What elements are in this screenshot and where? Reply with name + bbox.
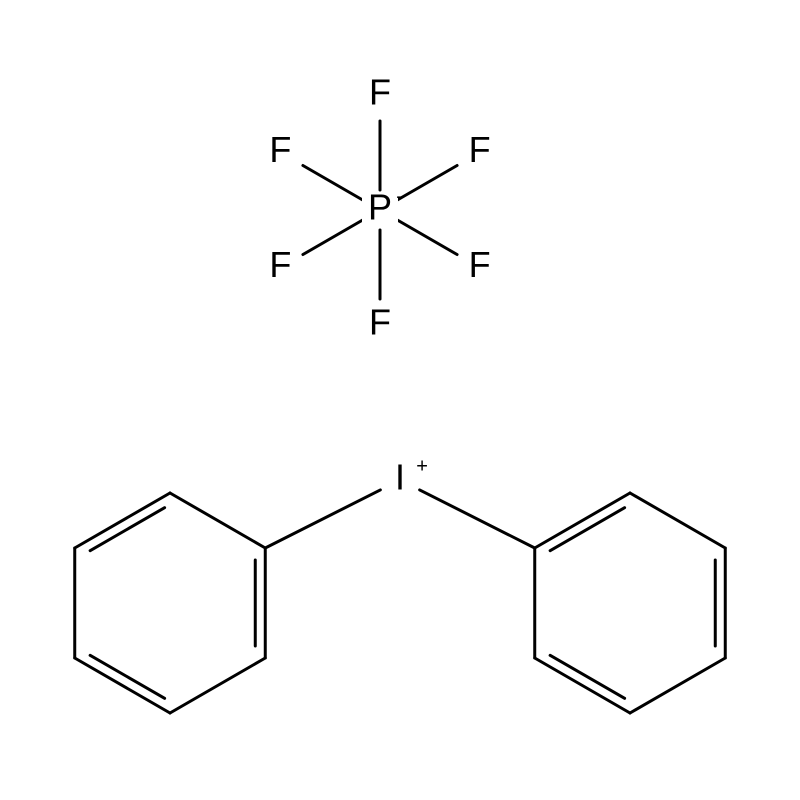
pf6-bond xyxy=(397,166,457,201)
fluorine-label: F xyxy=(369,72,391,113)
fluorine-label: F xyxy=(469,129,491,170)
phosphorus-label-charge: - xyxy=(396,186,403,208)
ring-bond xyxy=(75,493,170,548)
fluorine-label: F xyxy=(269,129,291,170)
ring-bond xyxy=(535,493,630,548)
ring-bond xyxy=(170,658,265,713)
ring-bond xyxy=(75,658,170,713)
pf6-bond xyxy=(303,220,363,255)
ring-double-bond xyxy=(90,655,164,698)
ring-bond xyxy=(630,658,725,713)
iodine-label-charge: + xyxy=(416,456,428,478)
aryl-iodine-bond xyxy=(420,490,535,548)
phosphorus-label: P xyxy=(368,187,392,228)
pf6-bond xyxy=(397,220,457,255)
fluorine-label: F xyxy=(469,244,491,285)
iodine-label: I xyxy=(395,457,405,498)
ring-bond xyxy=(630,493,725,548)
molecule-diagram: F F F F F F P- I + xyxy=(0,0,800,800)
ring-double-bond xyxy=(550,508,624,551)
ring-double-bond xyxy=(550,655,624,698)
ring-double-bond xyxy=(90,508,164,551)
pf6-bond xyxy=(303,166,363,201)
ring-bond xyxy=(170,493,265,548)
aryl-iodine-bond xyxy=(265,490,380,548)
ring-bond xyxy=(535,658,630,713)
fluorine-label: F xyxy=(269,244,291,285)
fluorine-label: F xyxy=(369,302,391,343)
